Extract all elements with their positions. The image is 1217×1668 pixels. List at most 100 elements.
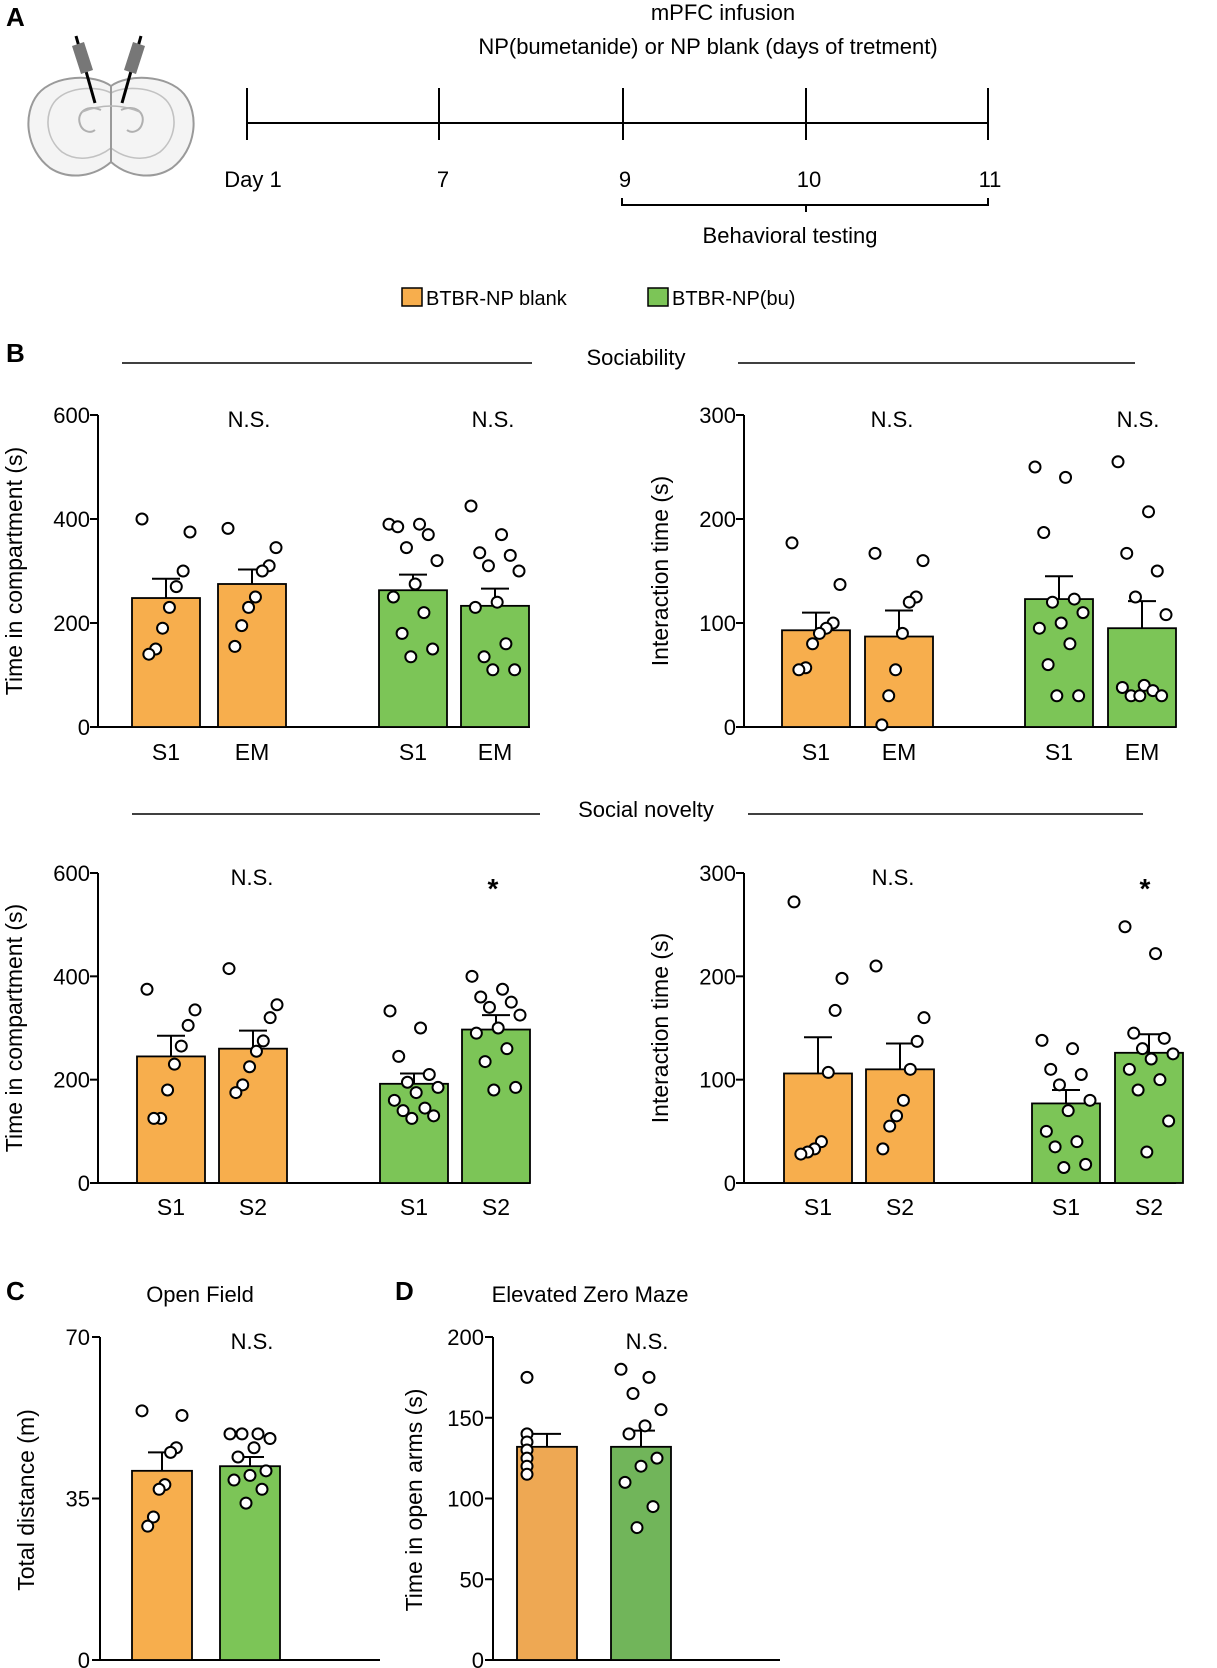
d-bar-1-point-5 bbox=[622, 1427, 636, 1441]
d-ytick-label-50: 50 bbox=[460, 1567, 484, 1592]
b2-ytick-label-300: 300 bbox=[699, 403, 736, 428]
b1-bar-3-point-0 bbox=[464, 499, 478, 513]
b2-bar-2-point-10 bbox=[1072, 689, 1086, 703]
b3-bar-2-point-4 bbox=[400, 1075, 414, 1089]
ventricle-right bbox=[120, 106, 144, 133]
b3-bar-3-point-7 bbox=[469, 1026, 483, 1040]
c-ytick-label-35: 35 bbox=[66, 1487, 90, 1512]
b3-bar-3-point-11 bbox=[487, 1083, 501, 1097]
b4-bar-3-point-5 bbox=[1166, 1047, 1180, 1061]
d-ytick-label-150: 150 bbox=[447, 1406, 484, 1431]
b1-bar-3-point-1 bbox=[495, 528, 509, 542]
b3-bar-3-point-10 bbox=[509, 1080, 523, 1094]
b4-bar-3-point-3 bbox=[1157, 1031, 1171, 1045]
b1-bar-1-point-0 bbox=[221, 521, 235, 535]
b2-bar-3-point-2 bbox=[1120, 546, 1134, 560]
b4-bar-2-point-6 bbox=[1061, 1104, 1075, 1118]
b2-bar-1-point-3 bbox=[902, 595, 916, 609]
b2-significance-1: N.S. bbox=[1117, 407, 1160, 432]
b4-ytick-label-0: 0 bbox=[724, 1171, 736, 1196]
panel-label-a: A bbox=[6, 2, 25, 32]
b4-bar-2-point-4 bbox=[1052, 1078, 1066, 1092]
b1-ytick-label-200: 200 bbox=[53, 611, 90, 636]
b1-ytick-label-600: 600 bbox=[53, 403, 90, 428]
b3-bar-3-point-1 bbox=[496, 982, 510, 996]
b3-bar-0-point-2 bbox=[181, 1018, 195, 1032]
b3-bar-3-point-8 bbox=[500, 1042, 514, 1056]
d-bar-1-point-9 bbox=[646, 1500, 660, 1514]
b4-bar-0-point-7 bbox=[794, 1147, 808, 1161]
d-bar-1-point-3 bbox=[654, 1403, 668, 1417]
b3-bar-0-point-3 bbox=[174, 1039, 188, 1053]
b2-bar-1-point-4 bbox=[895, 626, 909, 640]
b2-bar-0-point-7 bbox=[792, 663, 806, 677]
b2-bar-3-point-11 bbox=[1133, 689, 1147, 703]
b3-bar-2-point-1 bbox=[414, 1021, 428, 1035]
b3-bar-1-point-3 bbox=[256, 1034, 270, 1048]
b4-bar-3-category-label: S2 bbox=[1135, 1194, 1163, 1220]
b4-bar-2-point-7 bbox=[1039, 1124, 1053, 1138]
b1-ytick-label-0: 0 bbox=[78, 715, 90, 740]
b1-bar-3-point-2 bbox=[473, 546, 487, 560]
b1-bar-0-point-5 bbox=[156, 621, 170, 635]
b4-y-label: Interaction time (s) bbox=[647, 933, 673, 1123]
b2-bar-1-point-5 bbox=[889, 663, 903, 677]
cannula-holder-left bbox=[72, 42, 93, 74]
b1-bar-2-point-8 bbox=[417, 606, 431, 620]
b1-bar-3-point-9 bbox=[477, 650, 491, 664]
b3-bar-3-point-5 bbox=[513, 1008, 527, 1022]
b3-y-label: Time in compartment (s) bbox=[1, 904, 27, 1152]
c-bar-1-point-3 bbox=[263, 1432, 277, 1446]
b2-bar-2-point-4 bbox=[1045, 595, 1059, 609]
b3-bar-2-point-9 bbox=[396, 1104, 410, 1118]
b4-bar-2-point-1 bbox=[1066, 1042, 1080, 1056]
b1-bar-3-point-8 bbox=[499, 637, 513, 651]
b3-bar-0-point-1 bbox=[188, 1003, 202, 1017]
b2-bar-0-point-4 bbox=[812, 626, 826, 640]
section-title-social-novelty: Social novelty bbox=[578, 797, 714, 822]
b4-bar-3-point-11 bbox=[1140, 1145, 1154, 1159]
b2-bar-0-point-1 bbox=[833, 578, 847, 592]
legend-label-np-blank: BTBR-NP blank bbox=[426, 288, 568, 310]
b3-bar-2-point-7 bbox=[387, 1093, 401, 1107]
b4-bar-0-point-0 bbox=[787, 895, 801, 909]
b4-bar-1-point-2 bbox=[910, 1034, 924, 1048]
c-bar-1-point-10 bbox=[239, 1496, 253, 1510]
panel-label-d: D bbox=[395, 1276, 414, 1306]
b4-bar-2-point-11 bbox=[1057, 1161, 1071, 1174]
b4-bar-0-point-3 bbox=[821, 1065, 835, 1079]
b4-bar-3-point-0 bbox=[1118, 920, 1132, 934]
b2-bar-2-point-5 bbox=[1076, 606, 1090, 620]
treatment-timeline: mPFC infusion NP(bumetanide) or NP blank… bbox=[224, 0, 1001, 248]
legend-swatch-np-bu bbox=[647, 287, 669, 307]
b1-significance-0: N.S. bbox=[228, 407, 271, 432]
b4-ytick-label-200: 200 bbox=[699, 964, 736, 989]
b2-bar-1 bbox=[864, 635, 934, 728]
b4-bar-3-point-7 bbox=[1122, 1062, 1136, 1076]
c-bar-0-point-3 bbox=[164, 1445, 178, 1459]
d-bar-0-point-6 bbox=[520, 1467, 534, 1481]
b2-bar-2-point-11 bbox=[1050, 689, 1064, 703]
b3-bar-0 bbox=[136, 1055, 206, 1184]
b1-bar-3-point-6 bbox=[490, 595, 504, 609]
b2-bar-0-point-5 bbox=[806, 637, 820, 651]
b2-bar-3-point-1 bbox=[1142, 505, 1156, 519]
b4-bar-2-point-2 bbox=[1044, 1062, 1058, 1076]
b3-bar-3-category-label: S2 bbox=[482, 1194, 510, 1220]
b2-bar-3-point-10 bbox=[1155, 689, 1169, 703]
b4-bar-1-point-1 bbox=[917, 1011, 931, 1025]
b1-bar-1-point-4 bbox=[248, 590, 262, 604]
b4-bar-1-point-3 bbox=[903, 1062, 917, 1076]
open-field-title: Open Field bbox=[146, 1282, 254, 1307]
b2-bar-3-point-5 bbox=[1159, 608, 1173, 622]
b4-bar-1-point-0 bbox=[869, 959, 883, 973]
b2-significance-0: N.S. bbox=[871, 407, 914, 432]
panel-label-b: B bbox=[6, 338, 25, 368]
c-bar-0-point-0 bbox=[135, 1404, 149, 1418]
b1-bar-0-point-0 bbox=[135, 512, 149, 526]
b4-bar-2-category-label: S1 bbox=[1052, 1194, 1080, 1220]
b4-bar-2-point-10 bbox=[1079, 1157, 1093, 1171]
b1-bar-1-point-5 bbox=[242, 600, 256, 614]
b1-bar-2-point-6 bbox=[408, 577, 422, 591]
